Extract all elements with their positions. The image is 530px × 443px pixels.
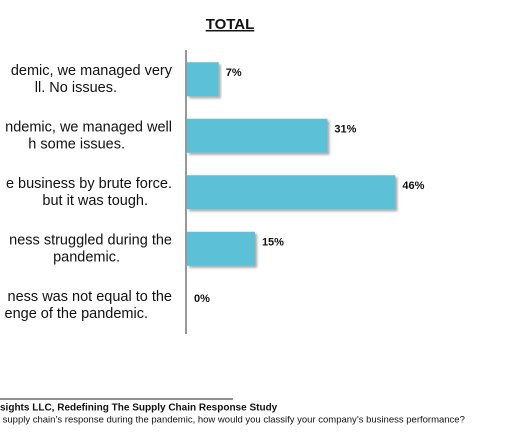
bar	[187, 175, 396, 210]
category-label: demic, we managed very	[11, 63, 173, 79]
value-label: 0%	[194, 293, 210, 305]
category-label: e business by brute force.	[6, 176, 172, 192]
category-label: enge of the pandemic.	[5, 306, 149, 322]
chart-title: TOTAL	[206, 16, 255, 33]
value-label: 15%	[262, 237, 284, 249]
bar	[187, 118, 328, 153]
bar	[187, 62, 219, 97]
category-label: ness struggled during the	[9, 233, 172, 249]
category-label: but it was tough.	[42, 193, 148, 209]
category-label: ndemic, we managed well	[5, 120, 172, 136]
source: sights LLC, Redefining The Supply Chain …	[0, 403, 278, 414]
category-label: h some issues.	[28, 137, 125, 153]
category-label: pandemic.	[53, 250, 120, 266]
value-label: 7%	[226, 67, 242, 79]
value-label: 31%	[334, 124, 356, 136]
category-label: ll. No issues.	[35, 80, 117, 96]
value-label: 46%	[402, 180, 424, 192]
category-label: ness was not equal to the	[8, 289, 172, 305]
question: supply chain’s response during the pande…	[0, 415, 465, 426]
bar	[187, 231, 255, 266]
